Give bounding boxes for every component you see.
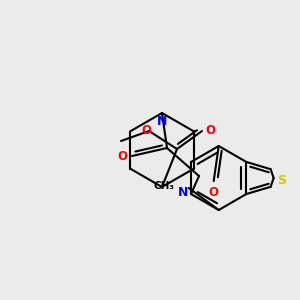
Text: O: O [209,187,219,200]
Text: CH₃: CH₃ [154,181,175,191]
Text: N: N [178,185,188,199]
Text: O: O [141,124,151,137]
Text: O: O [117,149,127,163]
Text: S: S [277,173,286,187]
Text: O: O [205,124,215,137]
Text: N: N [157,115,167,128]
